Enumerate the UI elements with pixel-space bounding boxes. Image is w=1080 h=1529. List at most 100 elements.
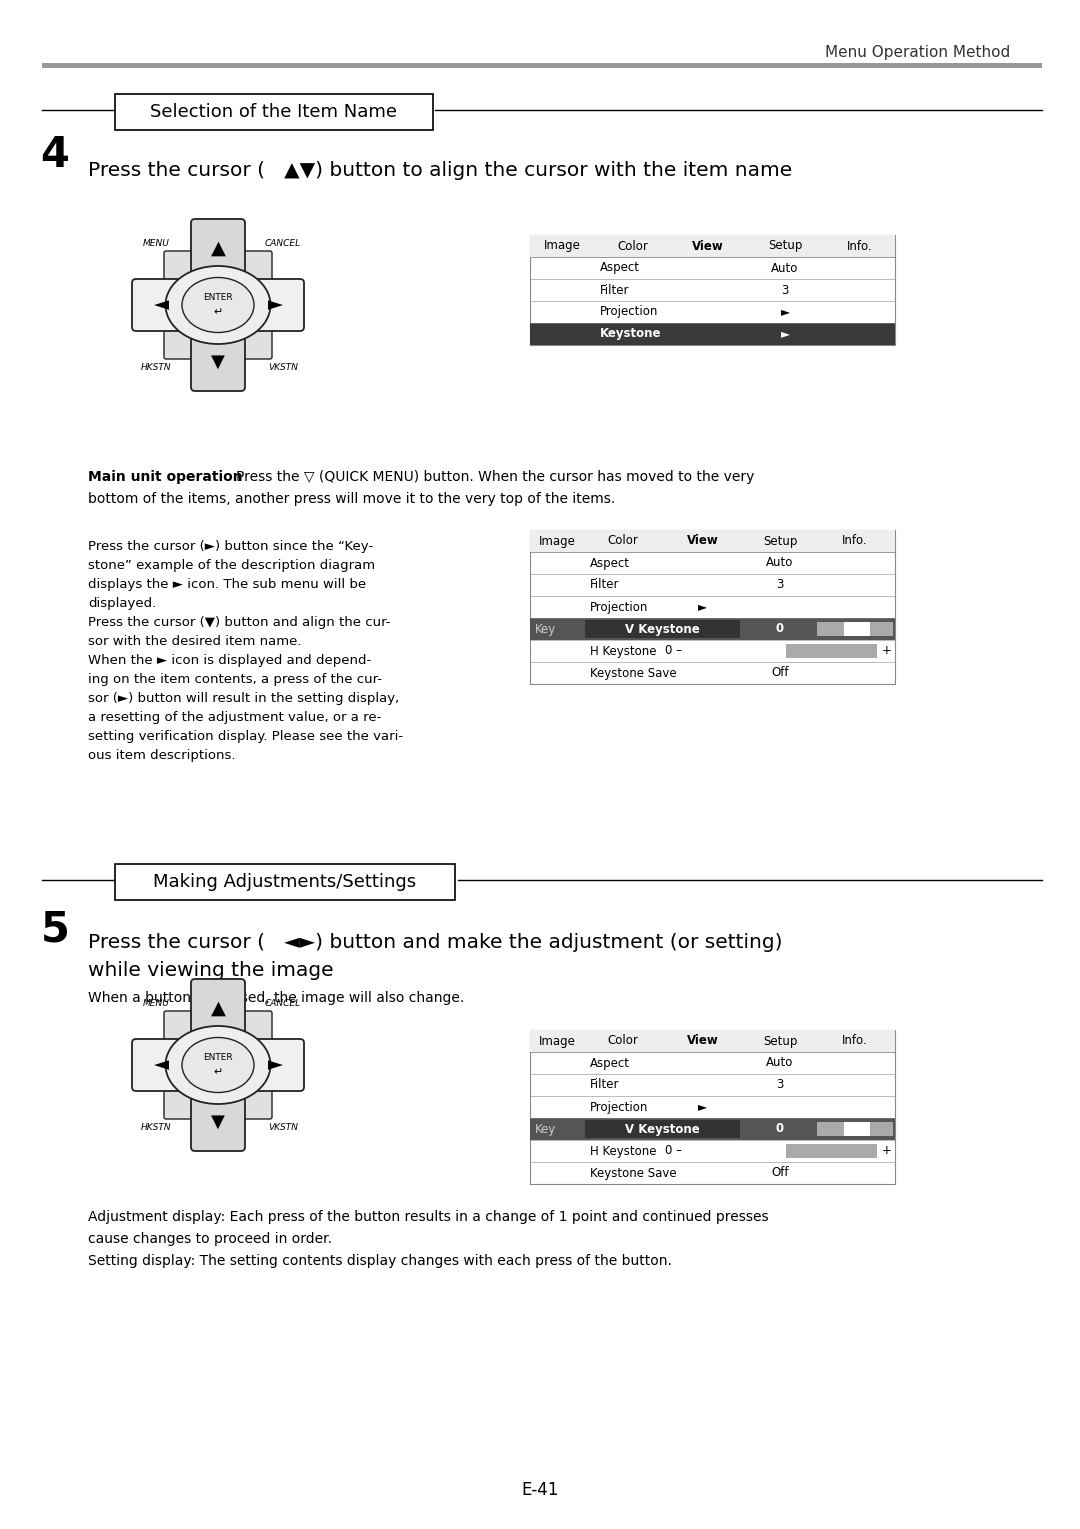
Text: displays the ► icon. The sub menu will be: displays the ► icon. The sub menu will b… bbox=[87, 578, 366, 592]
Text: Aspect: Aspect bbox=[590, 1057, 630, 1069]
Text: while viewing the image: while viewing the image bbox=[87, 960, 334, 980]
Text: Filter: Filter bbox=[590, 1078, 620, 1092]
Text: ↵: ↵ bbox=[214, 307, 222, 317]
Text: Adjustment display: Each press of the button results in a change of 1 point and : Adjustment display: Each press of the bu… bbox=[87, 1209, 769, 1225]
Text: Off: Off bbox=[771, 1167, 788, 1179]
Text: setting verification display. Please see the vari-: setting verification display. Please see… bbox=[87, 729, 403, 743]
Ellipse shape bbox=[183, 277, 254, 332]
Bar bbox=[585, 619, 740, 638]
Text: 3: 3 bbox=[777, 1078, 784, 1092]
Bar bbox=[530, 1118, 895, 1141]
Text: Auto: Auto bbox=[767, 1057, 794, 1069]
Text: ►: ► bbox=[268, 1055, 283, 1075]
Text: Color: Color bbox=[617, 240, 648, 252]
FancyBboxPatch shape bbox=[191, 1093, 245, 1151]
Bar bbox=[747, 1144, 786, 1157]
Text: sor with the desired item name.: sor with the desired item name. bbox=[87, 635, 301, 648]
Text: When a button is pressed, the image will also change.: When a button is pressed, the image will… bbox=[87, 991, 464, 1005]
Text: Setting display: The setting contents display changes with each press of the but: Setting display: The setting contents di… bbox=[87, 1254, 672, 1268]
Text: V Keystone: V Keystone bbox=[625, 622, 700, 636]
Text: 0: 0 bbox=[775, 1122, 784, 1136]
FancyBboxPatch shape bbox=[228, 1011, 272, 1055]
Text: Key: Key bbox=[535, 622, 556, 636]
Text: MENU: MENU bbox=[143, 998, 170, 1008]
Bar bbox=[747, 1144, 877, 1157]
Text: H Keystone: H Keystone bbox=[590, 645, 657, 657]
FancyBboxPatch shape bbox=[164, 1075, 208, 1119]
Text: ►: ► bbox=[268, 295, 283, 315]
Text: ►: ► bbox=[781, 306, 789, 318]
Text: 3: 3 bbox=[781, 283, 788, 297]
Text: When the ► icon is displayed and depend-: When the ► icon is displayed and depend- bbox=[87, 654, 372, 667]
Text: VKSTN: VKSTN bbox=[268, 1122, 298, 1131]
Bar bbox=[530, 235, 895, 257]
Text: View: View bbox=[687, 535, 718, 547]
Text: ing on the item contents, a press of the cur-: ing on the item contents, a press of the… bbox=[87, 673, 382, 687]
Text: ENTER: ENTER bbox=[203, 294, 233, 303]
FancyBboxPatch shape bbox=[164, 315, 208, 359]
Bar bbox=[816, 1122, 893, 1136]
FancyBboxPatch shape bbox=[246, 1040, 303, 1092]
Text: +: + bbox=[882, 645, 892, 657]
Text: ▼: ▼ bbox=[211, 353, 225, 372]
Text: Color: Color bbox=[607, 1035, 638, 1047]
Text: ▲: ▲ bbox=[211, 239, 226, 257]
Text: Image: Image bbox=[544, 240, 581, 252]
Text: sor (►) button will result in the setting display,: sor (►) button will result in the settin… bbox=[87, 693, 400, 705]
FancyBboxPatch shape bbox=[228, 251, 272, 295]
Text: ous item descriptions.: ous item descriptions. bbox=[87, 749, 235, 761]
Text: Press the ▽ (QUICK MENU) button. When the cursor has moved to the very: Press the ▽ (QUICK MENU) button. When th… bbox=[237, 469, 754, 485]
Text: Setup: Setup bbox=[762, 1035, 797, 1047]
Text: ▼: ▼ bbox=[211, 1113, 225, 1131]
Text: Projection: Projection bbox=[590, 1101, 648, 1113]
Text: Projection: Projection bbox=[590, 601, 648, 613]
Text: Setup: Setup bbox=[762, 535, 797, 547]
Text: CANCEL: CANCEL bbox=[265, 239, 301, 248]
Text: Auto: Auto bbox=[771, 261, 799, 275]
Bar bbox=[42, 63, 1042, 67]
Text: ►: ► bbox=[698, 601, 707, 613]
FancyBboxPatch shape bbox=[114, 864, 455, 901]
Text: Filter: Filter bbox=[590, 578, 620, 592]
Bar bbox=[530, 235, 895, 346]
Text: Aspect: Aspect bbox=[590, 557, 630, 569]
Text: Auto: Auto bbox=[767, 557, 794, 569]
Text: Making Adjustments/Settings: Making Adjustments/Settings bbox=[153, 873, 417, 891]
FancyBboxPatch shape bbox=[114, 93, 433, 130]
Bar bbox=[747, 644, 786, 657]
Text: H Keystone: H Keystone bbox=[590, 1145, 657, 1157]
Text: stone” example of the description diagram: stone” example of the description diagra… bbox=[87, 560, 375, 572]
FancyBboxPatch shape bbox=[164, 1011, 208, 1055]
Bar bbox=[816, 622, 893, 636]
Text: Selection of the Item Name: Selection of the Item Name bbox=[150, 102, 397, 121]
Text: 5: 5 bbox=[41, 910, 69, 951]
Ellipse shape bbox=[183, 1038, 254, 1093]
Text: Image: Image bbox=[539, 1035, 576, 1047]
Text: VKSTN: VKSTN bbox=[268, 362, 298, 372]
Text: Keystone Save: Keystone Save bbox=[590, 1167, 677, 1179]
Text: Image: Image bbox=[539, 535, 576, 547]
FancyBboxPatch shape bbox=[228, 1075, 272, 1119]
Text: V Keystone: V Keystone bbox=[625, 1122, 700, 1136]
Text: Key: Key bbox=[535, 1122, 556, 1136]
Text: Press the cursor (▼) button and align the cur-: Press the cursor (▼) button and align th… bbox=[87, 616, 391, 628]
FancyBboxPatch shape bbox=[191, 979, 245, 1037]
Text: Keystone Save: Keystone Save bbox=[590, 667, 677, 679]
Text: cause changes to proceed in order.: cause changes to proceed in order. bbox=[87, 1232, 332, 1246]
Text: 0 –: 0 – bbox=[665, 645, 681, 657]
Text: 0 –: 0 – bbox=[665, 1145, 681, 1157]
Text: Menu Operation Method: Menu Operation Method bbox=[825, 44, 1010, 60]
Text: Keystone: Keystone bbox=[600, 327, 661, 341]
Text: Info.: Info. bbox=[847, 240, 873, 252]
Text: a resetting of the adjustment value, or a re-: a resetting of the adjustment value, or … bbox=[87, 711, 381, 725]
Bar bbox=[530, 531, 895, 683]
Bar bbox=[843, 1122, 870, 1136]
Text: ◄: ◄ bbox=[153, 1055, 168, 1075]
Text: bottom of the items, another press will move it to the very top of the items.: bottom of the items, another press will … bbox=[87, 492, 616, 506]
Text: ▲: ▲ bbox=[211, 998, 226, 1017]
Text: Press the cursor (►) button since the “Key-: Press the cursor (►) button since the “K… bbox=[87, 540, 373, 553]
FancyBboxPatch shape bbox=[132, 278, 190, 330]
Text: Info.: Info. bbox=[842, 1035, 868, 1047]
FancyBboxPatch shape bbox=[191, 333, 245, 391]
Bar bbox=[530, 1031, 895, 1183]
